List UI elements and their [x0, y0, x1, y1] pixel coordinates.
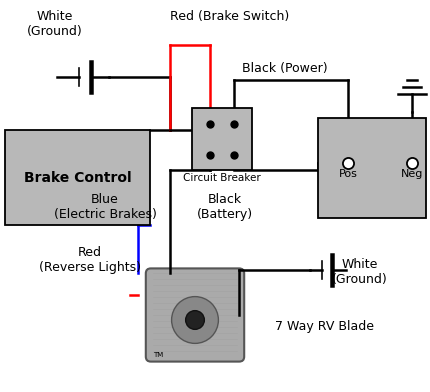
Bar [317, 118, 425, 218]
Text: Brake Control: Brake Control [24, 171, 131, 185]
Circle shape [171, 297, 218, 343]
Text: White
(Ground): White (Ground) [332, 258, 387, 286]
Text: Black (Power): Black (Power) [242, 62, 327, 75]
Text: TM: TM [153, 352, 163, 358]
Text: Black
(Battery): Black (Battery) [197, 193, 252, 221]
FancyBboxPatch shape [145, 269, 244, 361]
Text: Circuit Breaker: Circuit Breaker [183, 173, 260, 183]
Text: White
(Ground): White (Ground) [27, 10, 83, 38]
Bar [5, 130, 150, 225]
Text: Blue
(Electric Brakes): Blue (Electric Brakes) [53, 193, 156, 221]
Text: Red (Brake Switch): Red (Brake Switch) [170, 10, 289, 23]
Text: Neg: Neg [400, 169, 422, 179]
Text: Pos: Pos [338, 169, 356, 179]
Text: Red
(Reverse Lights): Red (Reverse Lights) [39, 246, 141, 274]
Text: 7 Way RV Blade: 7 Way RV Blade [275, 320, 374, 333]
Circle shape [185, 310, 204, 329]
Bar [191, 108, 252, 170]
